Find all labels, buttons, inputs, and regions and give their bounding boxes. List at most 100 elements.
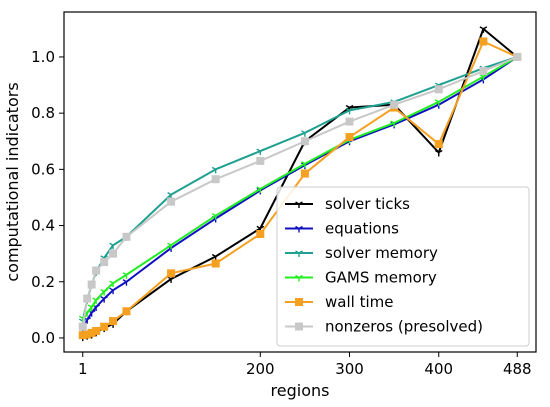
data-point	[300, 169, 309, 178]
data-point-stroke	[434, 99, 440, 103]
series-line	[81, 56, 518, 330]
data-point	[256, 148, 265, 156]
legend: solver ticks equations solver memory GAMS m…	[276, 186, 530, 347]
legend-marker	[295, 298, 303, 306]
data-point	[122, 279, 131, 286]
data-point	[390, 120, 398, 127]
data-point-stroke	[86, 310, 92, 314]
data-point	[109, 287, 117, 295]
data-point-stroke	[211, 253, 217, 258]
data-point	[256, 229, 265, 238]
data-point	[87, 280, 96, 289]
data-point-stroke	[112, 280, 117, 284]
plot-frame	[63, 11, 537, 353]
data-point	[256, 186, 265, 194]
data-layer	[78, 26, 522, 342]
data-point	[211, 259, 220, 268]
x-tick-label: 300	[335, 360, 364, 378]
data-point	[211, 213, 220, 220]
series-3	[78, 54, 522, 323]
data-point-stroke	[170, 242, 175, 246]
data-point-stroke	[92, 297, 97, 301]
y-tick-label: 0.2	[31, 273, 55, 291]
legend-label: solver memory	[325, 244, 438, 262]
data-point-stroke	[215, 213, 220, 217]
legend-item: GAMS memory	[285, 269, 437, 287]
data-point	[167, 269, 176, 278]
data-point-stroke	[301, 161, 306, 165]
y-tick-label: 0.0	[31, 329, 55, 347]
legend-marker-stroke	[298, 250, 303, 254]
data-point-stroke	[87, 304, 93, 308]
data-point-stroke	[167, 192, 172, 196]
data-point	[109, 249, 118, 258]
data-point-stroke	[103, 288, 108, 293]
x-tick-label: 1	[78, 360, 88, 378]
legend-marker-stroke	[295, 201, 300, 205]
x-tick-label: 200	[246, 360, 275, 378]
data-point	[345, 117, 354, 126]
data-point-stroke	[259, 186, 265, 190]
data-point-stroke	[211, 166, 217, 170]
data-point-stroke	[103, 296, 108, 300]
data-point-stroke	[100, 288, 105, 293]
y-axis-label: computational indicators	[3, 82, 22, 281]
y-tick-label: 0.8	[31, 104, 55, 122]
data-point	[92, 266, 101, 275]
data-point	[109, 280, 117, 288]
data-point-stroke	[91, 310, 96, 314]
data-point-stroke	[483, 26, 488, 30]
legend-label: wall time	[325, 293, 393, 311]
data-point-stroke	[479, 26, 484, 30]
series-line	[81, 56, 518, 327]
data-point	[211, 175, 220, 184]
data-point-stroke	[100, 255, 105, 259]
data-point-stroke	[122, 279, 127, 283]
data-point-stroke	[393, 120, 398, 124]
data-point-stroke	[215, 253, 220, 258]
x-tick-label: 488	[503, 360, 532, 378]
data-point	[122, 307, 131, 316]
legend-label: nonzeros (presolved)	[325, 318, 483, 336]
data-point-stroke	[434, 149, 440, 154]
data-point	[390, 100, 399, 109]
data-point	[434, 149, 443, 157]
data-point	[100, 322, 109, 331]
legend-marker-stroke	[295, 250, 300, 254]
data-point	[92, 326, 101, 335]
data-point-stroke	[126, 279, 131, 283]
legend-item: solver ticks	[285, 195, 410, 213]
legend-item: equations	[285, 220, 399, 238]
data-point-stroke	[95, 304, 100, 308]
data-point-stroke	[390, 120, 395, 124]
data-point	[100, 296, 108, 303]
legend-label: solver ticks	[325, 195, 410, 213]
data-point-stroke	[438, 99, 443, 103]
data-point	[479, 67, 488, 76]
data-point-stroke	[434, 82, 440, 86]
data-point-stroke	[211, 213, 217, 217]
data-point-stroke	[215, 166, 220, 170]
x-tick-label: 400	[424, 360, 453, 378]
data-point-stroke	[345, 104, 350, 109]
y-ticks: 0.0 0.2 0.4 0.6 0.8 1.0	[31, 48, 64, 347]
data-point-stroke	[95, 297, 100, 301]
data-point	[434, 85, 443, 94]
data-point-stroke	[100, 296, 105, 300]
series-4	[78, 37, 522, 340]
legend-marker-stroke	[295, 225, 300, 230]
data-point	[256, 156, 265, 165]
data-point	[479, 26, 488, 33]
data-point-stroke	[126, 272, 131, 276]
data-point-stroke	[167, 242, 172, 246]
x-axis-label: regions	[271, 381, 330, 400]
series-line	[81, 56, 518, 319]
data-point-stroke	[103, 255, 108, 259]
data-point	[479, 37, 488, 46]
data-point	[301, 161, 309, 168]
data-point	[434, 99, 443, 106]
data-point	[211, 166, 220, 174]
data-point	[78, 322, 87, 331]
legend-marker-stroke	[295, 274, 300, 279]
